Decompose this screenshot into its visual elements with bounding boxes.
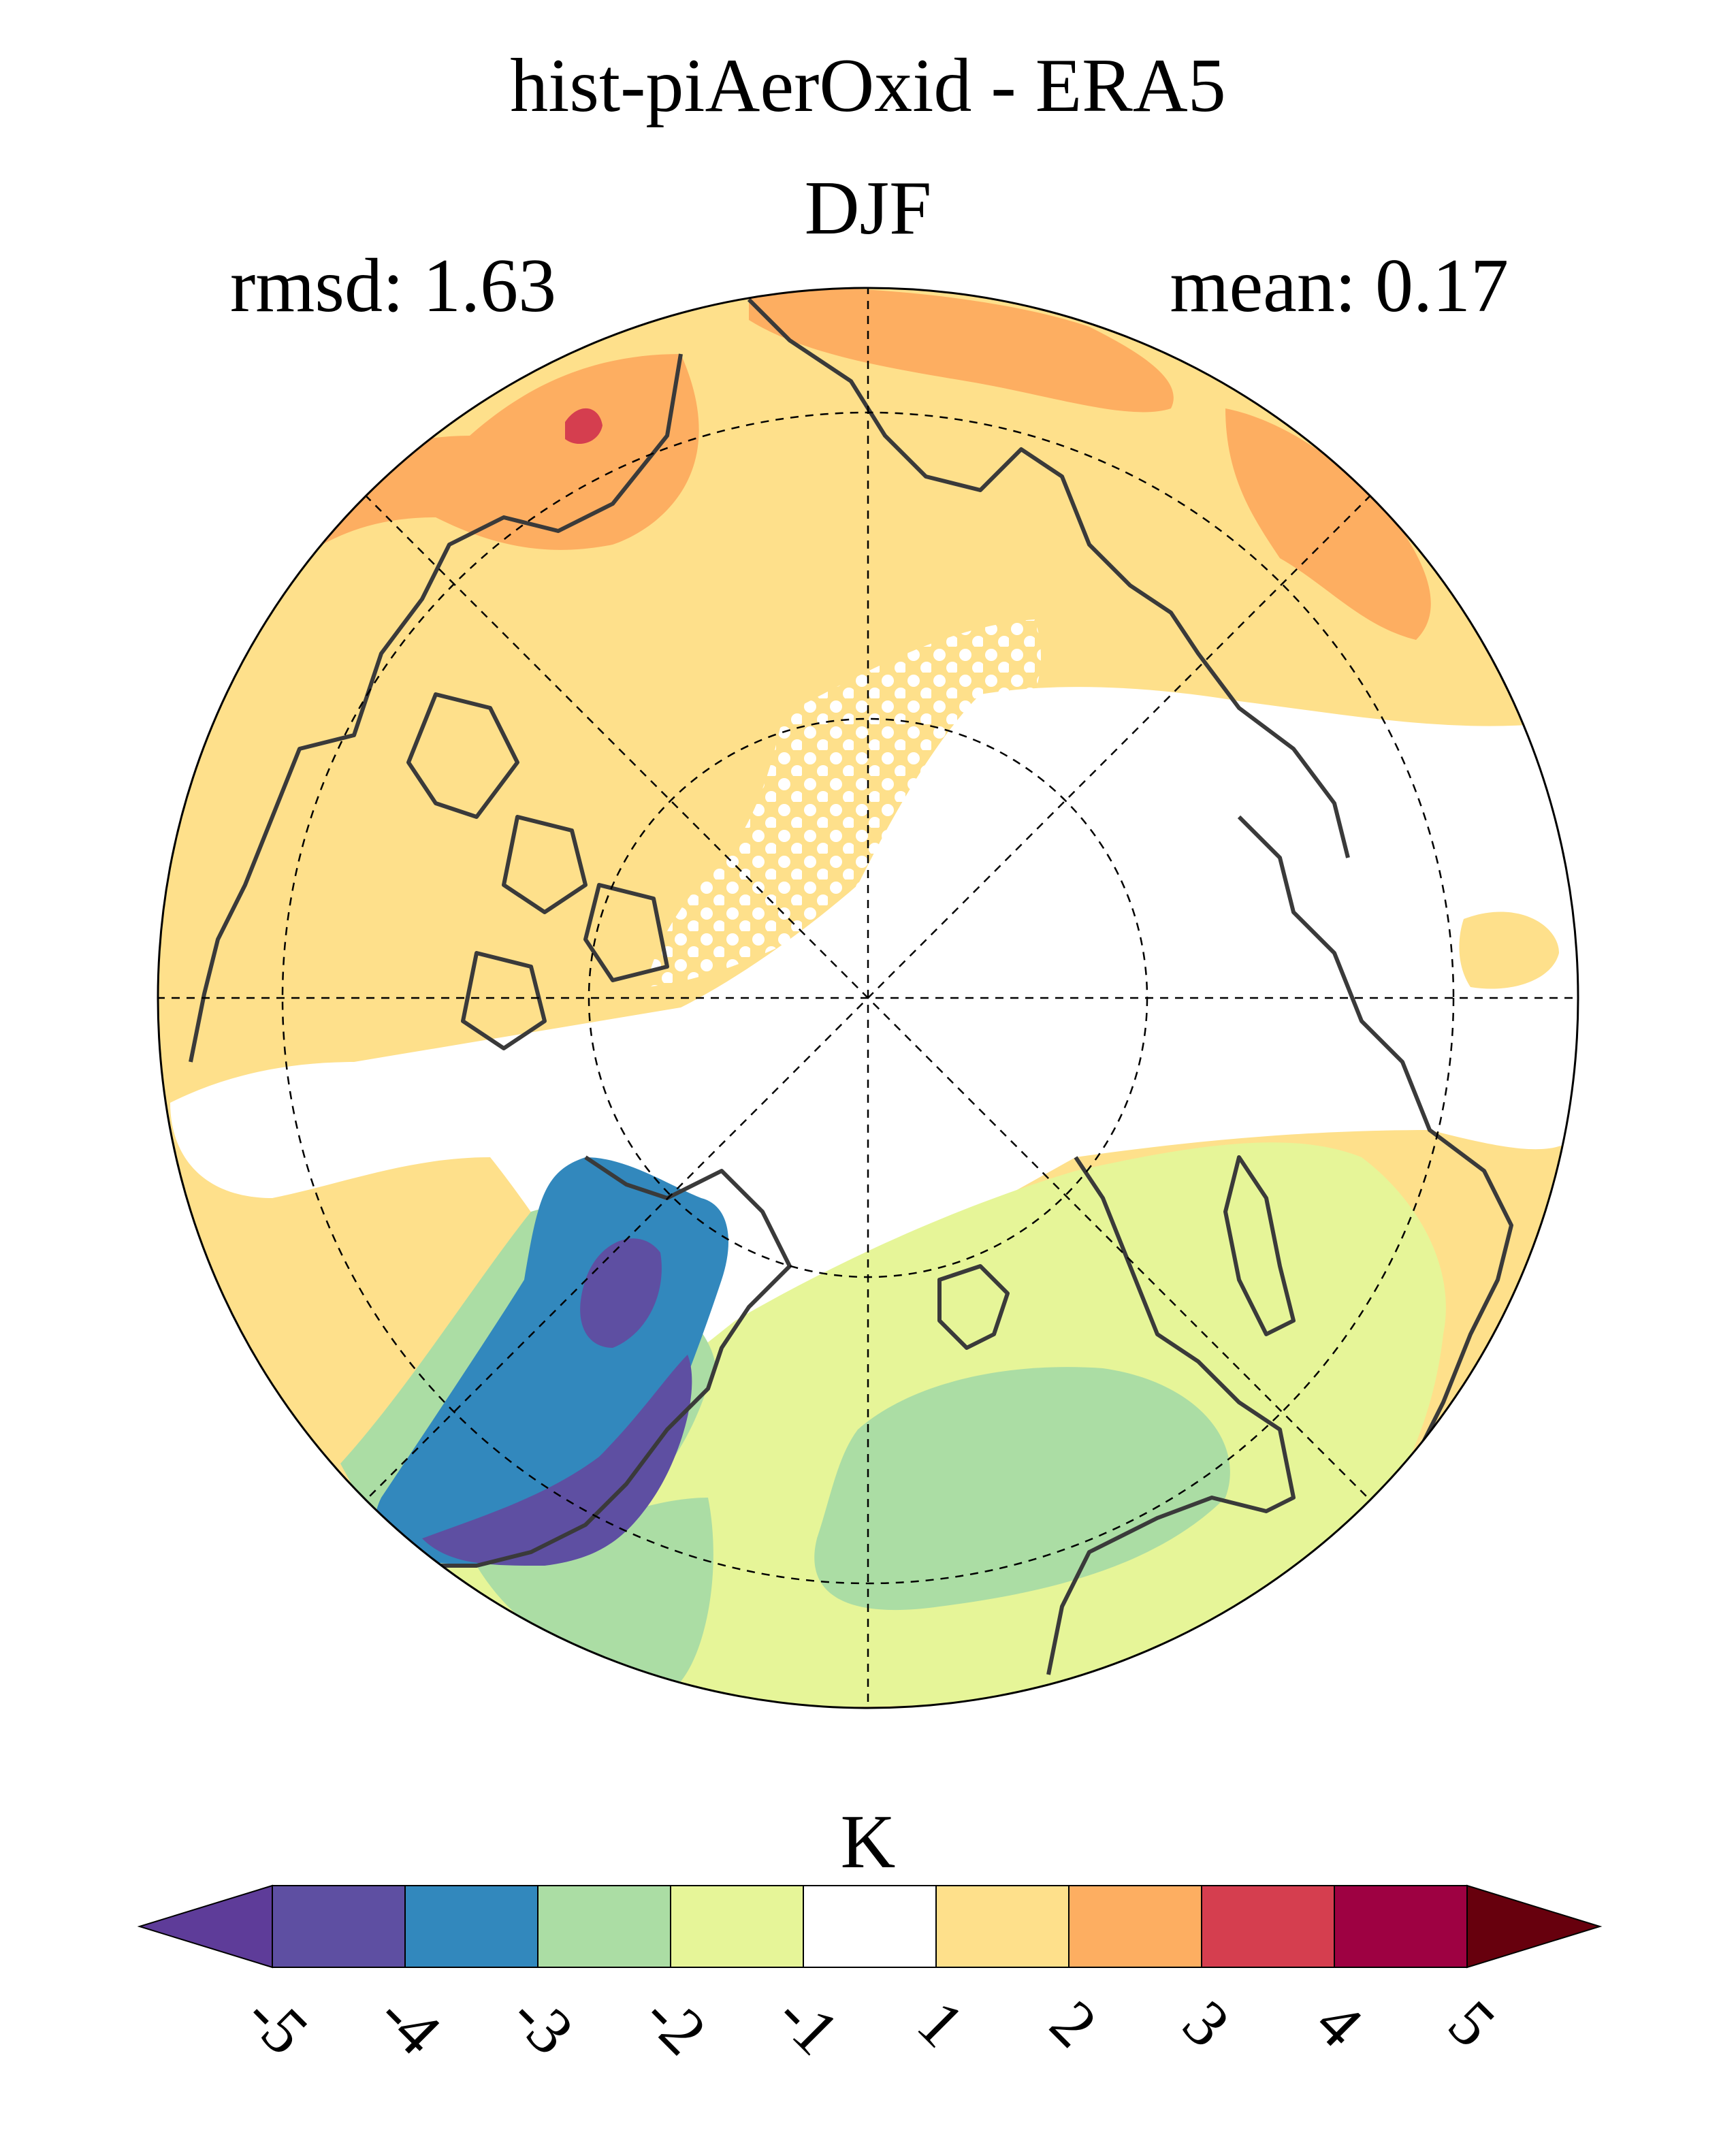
colorbar-swatch [1068, 1885, 1202, 1968]
coastline-scandinavia [436, 1155, 792, 1568]
mean-stat: mean: 0.17 [1170, 244, 1509, 328]
colorbar-arrow-low [137, 1884, 273, 1969]
coastline-siberia [1237, 815, 1513, 1513]
colorbar-swatch [272, 1885, 406, 1968]
colorbar-unit-label: K [840, 1800, 896, 1884]
colorbar-tick-label: 4 [1302, 1986, 1377, 2061]
graticule [158, 288, 1578, 1708]
anomaly-near-zero-region [170, 687, 1578, 1430]
colorbar-tick-label: -3 [498, 1978, 588, 2068]
polar-map [158, 288, 1578, 1708]
colorbar-swatch [404, 1885, 539, 1968]
map-title: hist-piAerOxid - ERA5 [510, 44, 1226, 128]
colorbar-tick-label: -1 [763, 1978, 853, 2068]
colorbar-tick-label: 1 [904, 1986, 979, 2061]
coastline-archipelago [406, 692, 669, 1050]
coastline-eurasia [1046, 1156, 1296, 1675]
coastline-svalbard [937, 1264, 1010, 1350]
rmsd-stat: rmsd: 1.63 [230, 244, 557, 328]
colorbar-tick-label: 3 [1170, 1986, 1244, 2061]
colorbar-tick-label: -5 [232, 1978, 322, 2068]
colorbar-swatch [1201, 1885, 1335, 1968]
colorbar-tick-label: 5 [1435, 1986, 1510, 2061]
colorbar-swatch [537, 1885, 671, 1968]
anomaly-neg2-neg3K-region [814, 1367, 1230, 1611]
colorbar-swatch [935, 1885, 1070, 1968]
colorbar-tick-label: 2 [1037, 1986, 1112, 2061]
colorbar-arrow-high [1466, 1884, 1603, 1969]
colorbar-tick-label: -2 [630, 1978, 720, 2068]
anomaly-1-2K-blob [1459, 911, 1559, 989]
colorbar-swatch [1334, 1885, 1468, 1968]
significance-stippling [647, 619, 1041, 987]
coastline-north-america-w [189, 353, 683, 1063]
coastline-novaya-zemlya [1223, 1155, 1296, 1336]
anomaly-2-3K-region-ne [749, 288, 1174, 413]
colorbar: -5 -4 -3 -2 -1 1 2 3 4 5 [137, 1884, 1603, 2069]
anomaly-neg2-neg3K-region-s [477, 1498, 713, 1681]
anomaly-neg4-neg5K-region-s [422, 1355, 692, 1566]
meridian-diagonal-2 [364, 494, 1372, 1502]
anomaly-neg4-neg5K-region [580, 1238, 662, 1348]
map-border [157, 287, 1579, 1709]
colorbar-tick-label: -4 [365, 1978, 455, 2068]
colorbar-swatch [803, 1885, 937, 1968]
anomaly-2-3K-region-e [1225, 408, 1431, 640]
season-subtitle: DJF [804, 166, 932, 251]
anomaly-3-4K-spot [565, 408, 602, 445]
colorbar-swatch [670, 1885, 804, 1968]
